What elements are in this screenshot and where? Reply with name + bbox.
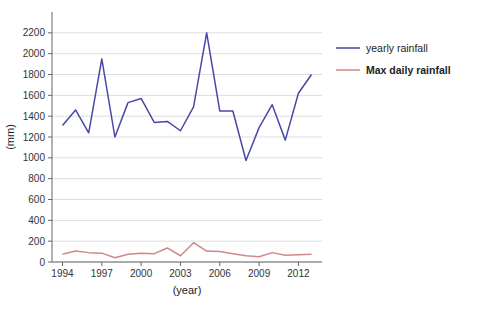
legend-label: Max daily rainfall [366, 64, 451, 76]
grid-line [52, 32, 322, 33]
grid-line [52, 220, 322, 221]
grid-line [52, 74, 322, 75]
tick [48, 95, 52, 96]
grid-line [52, 178, 322, 179]
tick-label: 0 [39, 257, 45, 268]
tick-label: 1997 [91, 268, 114, 279]
tick [141, 262, 142, 266]
tick [48, 74, 52, 75]
tick-label: 2000 [23, 48, 46, 59]
tick [48, 199, 52, 200]
legend-swatch [336, 69, 360, 71]
tick-label: 2006 [209, 268, 232, 279]
plot-area [62, 33, 311, 258]
y-axis: 0 200 400 600 800 1000 1200 1400 1600 1800 2000 220… [23, 27, 322, 267]
x-axis: 1994 1997 2000 2003 2006 2009 2012 [51, 262, 310, 279]
tick [48, 32, 52, 33]
grid-line [52, 116, 322, 117]
tick [180, 262, 181, 266]
grid-line [52, 241, 322, 242]
tick [48, 137, 52, 138]
tick [101, 262, 102, 266]
line [62, 33, 311, 161]
tick-label: 2200 [23, 27, 46, 38]
tick [48, 262, 52, 263]
tick-label: 1800 [23, 69, 46, 80]
legend: yearly rainfall Max daily rainfall [336, 42, 451, 76]
grid-line [52, 262, 322, 263]
y-axis-label: (mm) [4, 124, 16, 150]
tick-label: 600 [28, 194, 45, 205]
grid-line [52, 199, 322, 200]
tick [219, 262, 220, 266]
axis-line [52, 262, 322, 263]
grid-line [52, 95, 322, 96]
tick-label: 1400 [23, 111, 46, 122]
tick [48, 241, 52, 242]
legend-swatch [336, 47, 360, 49]
background [0, 0, 500, 313]
grid-line [52, 157, 322, 158]
tick-label: 200 [28, 236, 45, 247]
x-axis-label: (year) [173, 284, 202, 296]
tick-label: 2000 [130, 268, 153, 279]
tick [298, 262, 299, 266]
tick [48, 178, 52, 179]
tick [48, 53, 52, 54]
chart: 0 200 400 600 800 1000 1200 1400 1600 1800 2000 220… [0, 0, 500, 313]
legend-label: yearly rainfall [366, 42, 428, 54]
tick-label: 400 [28, 215, 45, 226]
tick-label: 1200 [23, 132, 46, 143]
tick [62, 262, 63, 266]
axis-line [52, 12, 53, 262]
tick-label: 1600 [23, 90, 46, 101]
tick [259, 262, 260, 266]
grid-line [52, 53, 322, 54]
tick [48, 220, 52, 221]
tick-label: 2012 [287, 268, 310, 279]
tick [48, 157, 52, 158]
tick-label: 1994 [51, 268, 74, 279]
tick-label: 1000 [23, 152, 46, 163]
tick-label: 2003 [169, 268, 192, 279]
line [62, 243, 311, 258]
tick-label: 2009 [248, 268, 271, 279]
tick-label: 800 [28, 173, 45, 184]
tick [48, 116, 52, 117]
grid-line [52, 137, 322, 138]
